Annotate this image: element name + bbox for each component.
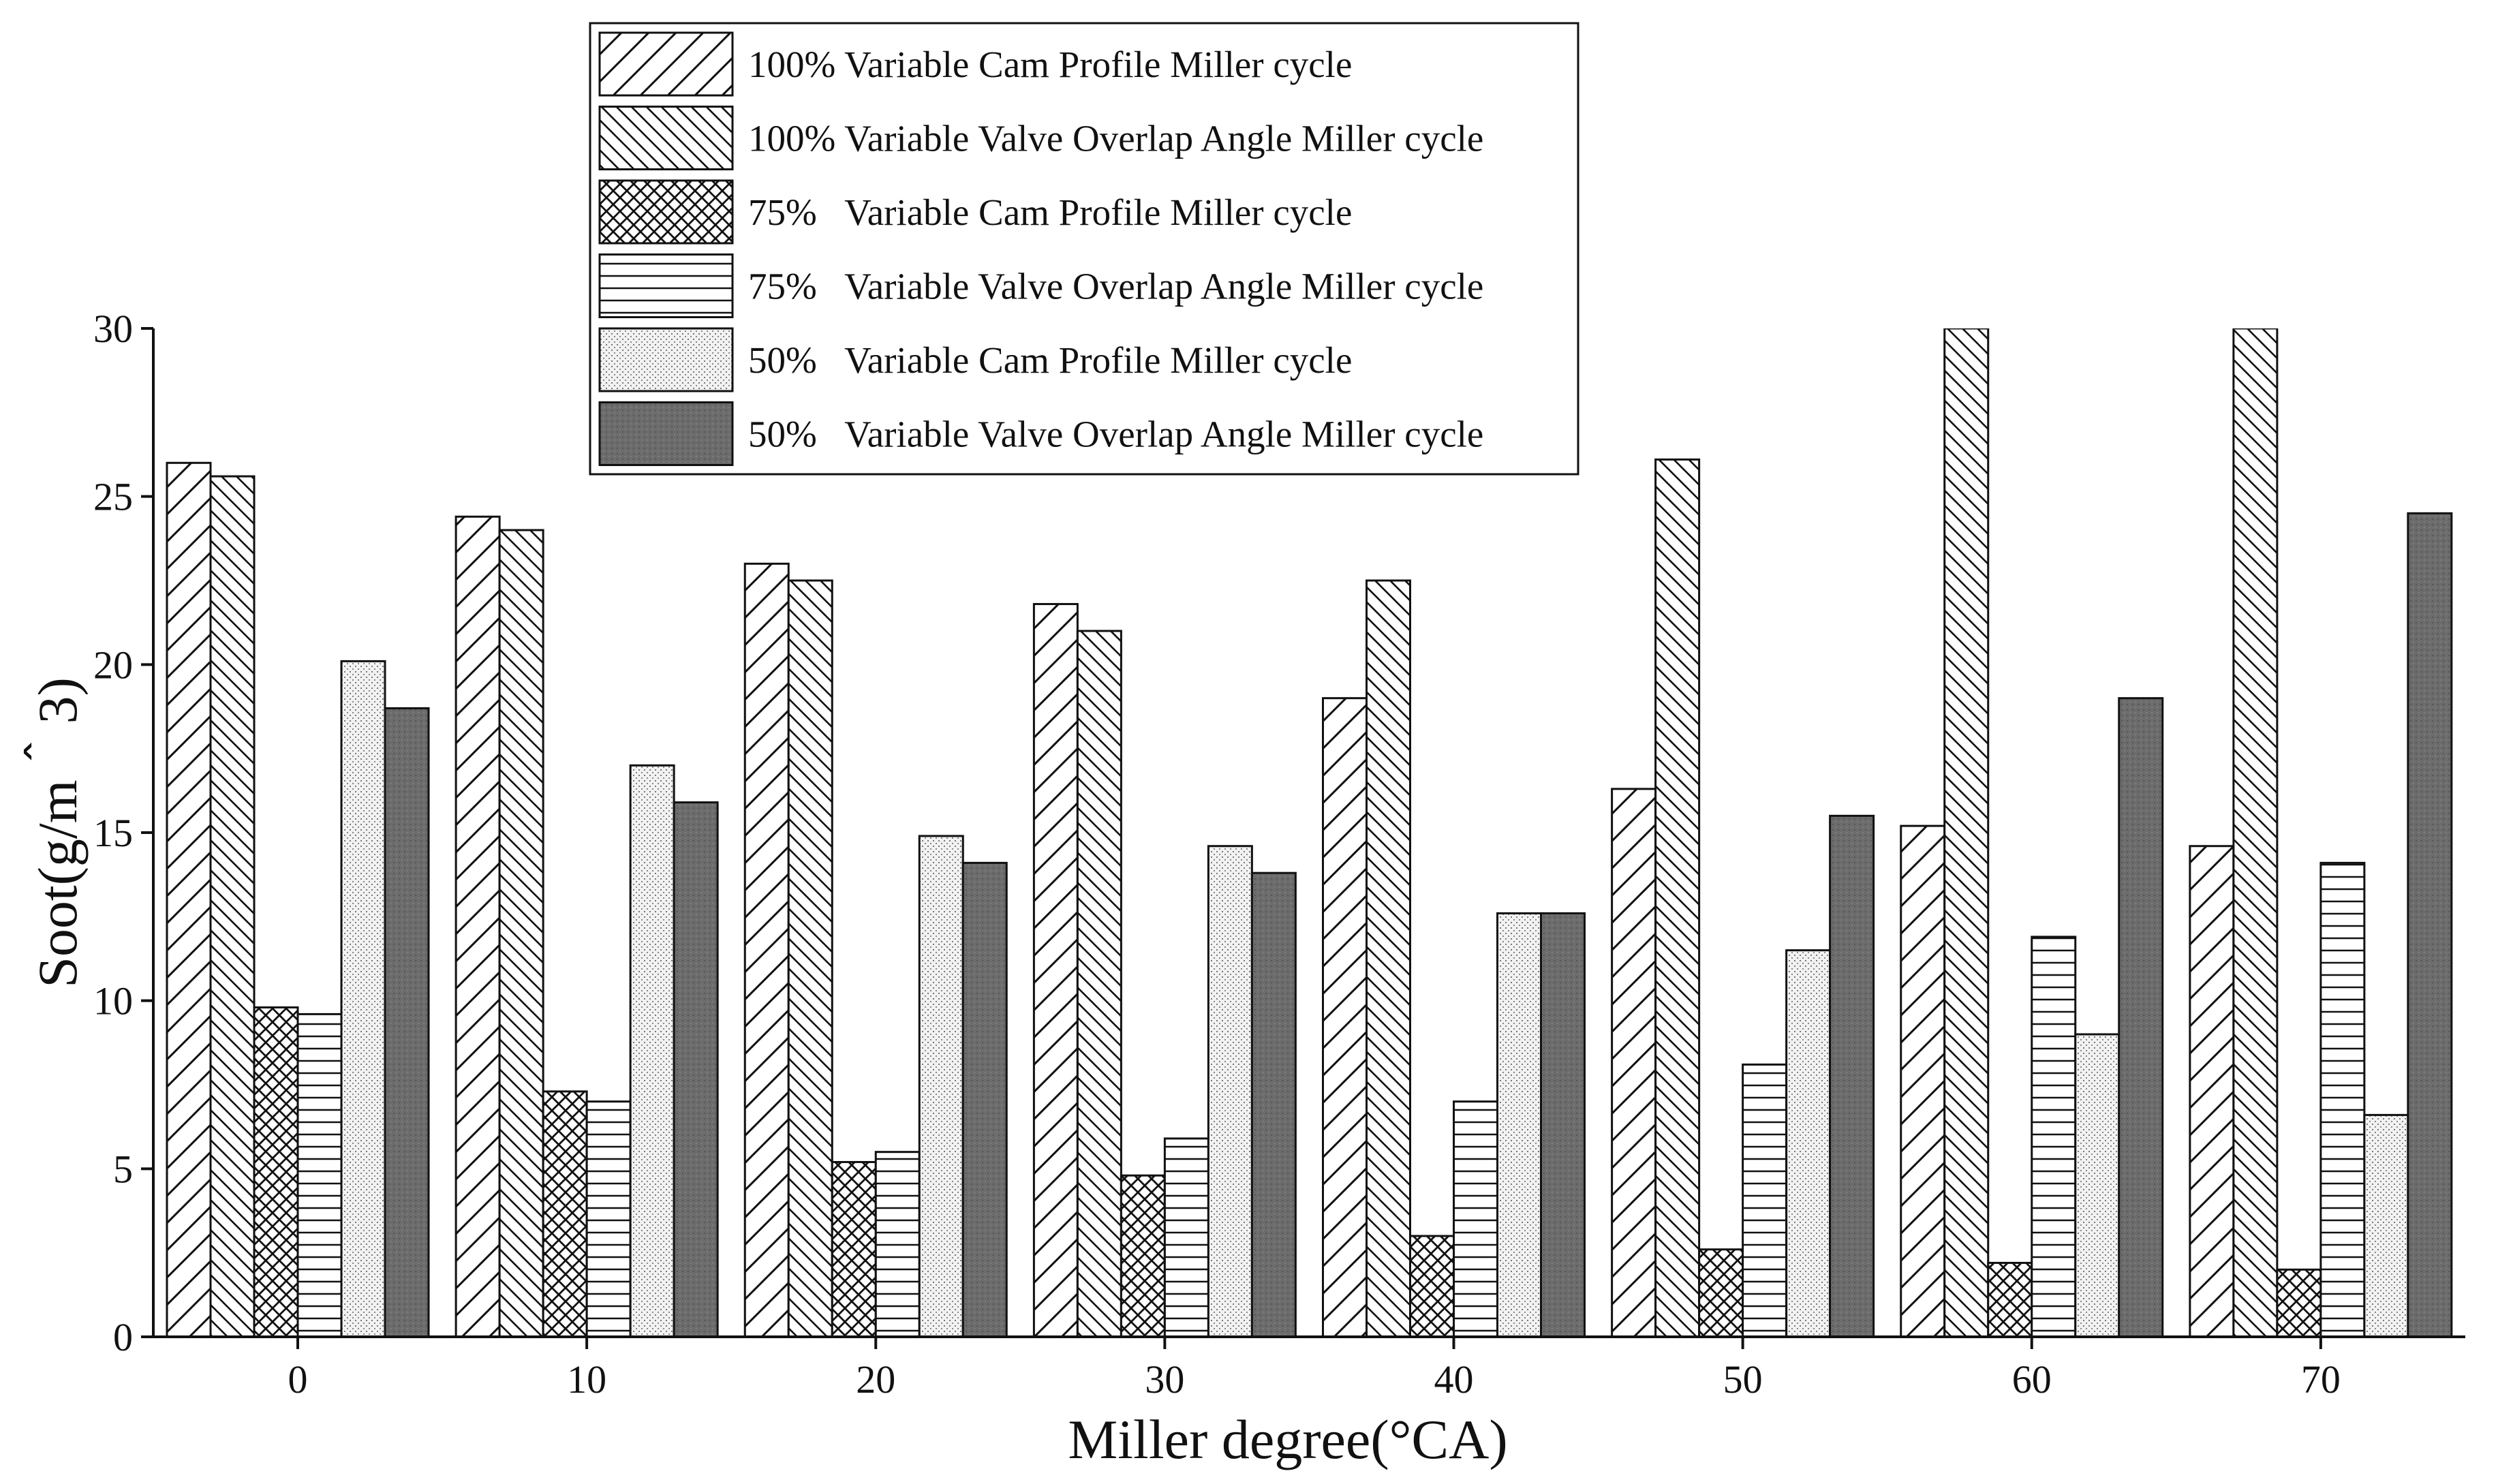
y-tick-label: 15 xyxy=(93,811,133,855)
bar-horizontal-0 xyxy=(296,1012,343,1337)
bar-dots-40 xyxy=(1496,912,1542,1337)
bar-dark-40 xyxy=(1540,912,1586,1337)
legend-label: 50% Variable Cam Profile Miller cycle xyxy=(748,339,1352,381)
legend-label: 100% Variable Cam Profile Miller cycle xyxy=(748,44,1352,85)
bar-dots-0 xyxy=(340,660,386,1337)
bar-horizontal-40 xyxy=(1453,1100,1498,1337)
bar-dots-10 xyxy=(629,764,675,1337)
bar-crosshatch-50 xyxy=(1698,1248,1744,1337)
legend-label: 100% Variable Valve Overlap Angle Miller… xyxy=(748,118,1483,159)
bar-dark-50 xyxy=(1829,814,1875,1337)
bar-dark-10 xyxy=(673,801,719,1337)
legend-swatch-diag-up xyxy=(598,31,734,97)
bar-diag-down-60 xyxy=(1943,328,1990,1337)
bar-diag-up-30 xyxy=(1032,603,1079,1337)
legend-swatch-horizontal xyxy=(598,253,734,318)
x-tick-label: 50 xyxy=(1723,1357,1763,1402)
bar-diag-up-50 xyxy=(1611,788,1657,1337)
bar-crosshatch-40 xyxy=(1409,1235,1455,1337)
bar-dots-30 xyxy=(1207,845,1253,1337)
bar-dots-70 xyxy=(2363,1113,2409,1337)
y-ticks: 0 5 10 15 20 25 30 xyxy=(93,307,153,1359)
bar-crosshatch-60 xyxy=(1987,1261,2033,1337)
legend-frame xyxy=(589,22,1579,476)
x-axis-title: Miller degree(°CA) xyxy=(1068,1408,1507,1470)
legend-swatch-dark xyxy=(598,401,734,466)
bar-dots-50 xyxy=(1785,949,1832,1337)
bar-diag-down-50 xyxy=(1654,458,1701,1337)
legend-swatch-crosshatch xyxy=(598,179,734,245)
y-tick-label: 10 xyxy=(93,979,133,1023)
x-tick-label: 40 xyxy=(1434,1357,1474,1402)
legend-label: 50% Variable Valve Overlap Angle Miller … xyxy=(748,414,1483,455)
bar-dots-60 xyxy=(2074,1033,2121,1337)
y-tick-label: 0 xyxy=(113,1315,133,1359)
bar-diag-up-10 xyxy=(454,515,501,1337)
bar-diag-down-0 xyxy=(209,475,256,1337)
bar-horizontal-30 xyxy=(1163,1137,1209,1337)
bar-crosshatch-20 xyxy=(831,1160,877,1337)
x-tick-label: 0 xyxy=(288,1357,308,1402)
bar-dots-20 xyxy=(918,835,964,1337)
bar-diag-up-20 xyxy=(743,562,790,1337)
bar-diag-up-0 xyxy=(166,461,212,1337)
y-axis-title: Soot(g/m＾3) xyxy=(23,677,89,988)
bar-horizontal-70 xyxy=(2319,861,2366,1337)
bar-diag-down-20 xyxy=(787,579,833,1337)
bar-crosshatch-70 xyxy=(2276,1268,2322,1337)
bars-group xyxy=(166,328,2453,1337)
x-tick-label: 10 xyxy=(567,1357,606,1402)
bar-crosshatch-30 xyxy=(1120,1174,1166,1337)
bar-crosshatch-0 xyxy=(253,1006,299,1337)
bar-dark-70 xyxy=(2407,512,2453,1337)
y-tick-label: 5 xyxy=(113,1147,133,1191)
legend: 100% Variable Cam Profile Miller cycle 10… xyxy=(589,22,1579,476)
x-tick-label: 60 xyxy=(2012,1357,2052,1402)
bar-diag-up-40 xyxy=(1322,697,1368,1337)
x-tick-label: 70 xyxy=(2301,1357,2341,1402)
bar-dark-20 xyxy=(961,861,1008,1337)
bar-horizontal-20 xyxy=(874,1151,921,1337)
bar-diag-down-70 xyxy=(2232,328,2279,1337)
bar-diag-down-30 xyxy=(1076,630,1122,1337)
x-ticks: 0 10 20 30 40 50 60 70 xyxy=(288,1337,2341,1402)
y-tick-label: 25 xyxy=(93,475,133,519)
legend-label: 75% Variable Valve Overlap Angle Miller … xyxy=(748,266,1483,307)
legend-swatch-diag-down xyxy=(598,106,734,170)
legend-label: 75% Variable Cam Profile Miller cycle xyxy=(748,191,1352,233)
legend-swatch-dots xyxy=(598,327,734,392)
bar-dark-60 xyxy=(2118,697,2164,1337)
bar-dark-30 xyxy=(1250,871,1297,1337)
bar-diag-down-40 xyxy=(1366,579,1411,1337)
y-tick-label: 20 xyxy=(93,643,133,687)
bar-diag-up-70 xyxy=(2189,845,2235,1337)
bar-horizontal-10 xyxy=(585,1100,632,1337)
x-tick-label: 30 xyxy=(1145,1357,1184,1402)
bar-horizontal-60 xyxy=(2031,936,2077,1337)
bar-crosshatch-10 xyxy=(542,1090,588,1337)
bar-dark-0 xyxy=(384,707,430,1337)
bar-horizontal-50 xyxy=(1742,1063,1788,1337)
bar-diag-down-10 xyxy=(498,529,544,1337)
bar-diag-up-60 xyxy=(1900,824,1946,1337)
x-tick-label: 20 xyxy=(856,1357,895,1402)
y-tick-label: 30 xyxy=(93,307,133,351)
